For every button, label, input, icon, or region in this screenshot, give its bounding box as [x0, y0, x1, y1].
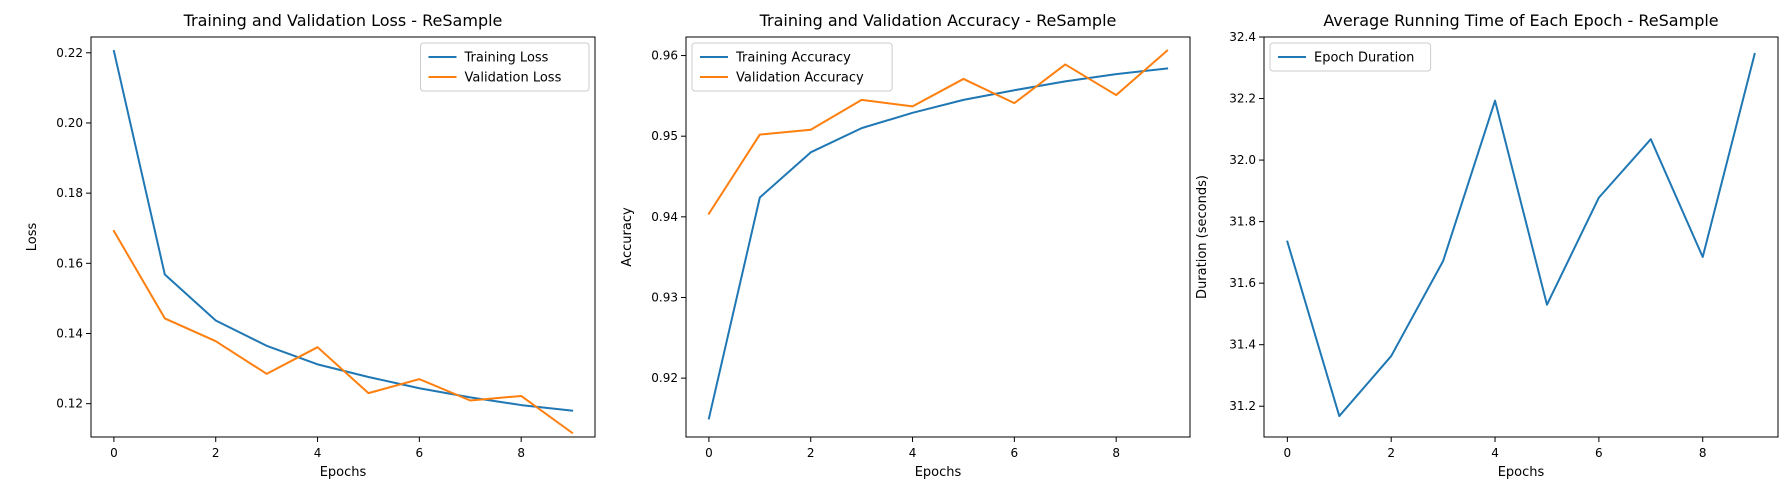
y-tick-label: 0.22	[56, 46, 83, 60]
chart-title: Training and Validation Accuracy - ReSam…	[759, 11, 1117, 30]
x-axis-label: Epochs	[1498, 465, 1545, 480]
y-tick-label: 32.2	[1229, 92, 1256, 106]
x-axis-label: Epochs	[915, 465, 962, 480]
x-tick-label: 2	[212, 446, 220, 460]
chart-panel-2: 0 2 4 6 8 0.92 0.93 0.94 0.95 0.96 Training and Va…	[620, 11, 1191, 480]
legend: Training Loss Validation Loss	[420, 42, 590, 92]
y-axis-label: Accuracy	[620, 207, 635, 267]
y-tick-label: 0.93	[651, 290, 678, 304]
legend-entry: Epoch Duration	[1314, 51, 1414, 66]
legend-box	[691, 42, 893, 92]
chart-title: Training and Validation Loss - ReSample	[183, 11, 503, 30]
legend: Epoch Duration	[1269, 42, 1432, 72]
x-tick-label: 2	[1387, 446, 1395, 460]
y-tick-label: 31.6	[1229, 276, 1256, 290]
chart-panel-1: 0 2 4 6 8 0.12 0.14 0.16 0.18 0.20 0.22 Training an…	[25, 11, 596, 480]
x-tick-label: 6	[416, 446, 424, 460]
y-tick-label: 0.20	[56, 116, 83, 130]
plot-frame	[685, 36, 1191, 438]
x-tick-label: 6	[1595, 446, 1603, 460]
x-tick-label: 0	[110, 446, 118, 460]
y-tick-label: 32.4	[1229, 30, 1256, 44]
series-line-2	[707, 49, 1169, 215]
legend-box	[420, 42, 590, 92]
y-tick-label: 0.95	[651, 129, 678, 143]
series-line-1	[1286, 52, 1756, 418]
x-tick-label: 8	[517, 446, 525, 460]
y-tick-label: 0.12	[56, 397, 83, 411]
y-tick-label: 31.2	[1229, 399, 1256, 413]
y-tick-label: 0.96	[651, 49, 678, 63]
y-tick-label: 0.14	[56, 326, 83, 340]
y-tick-label: 0.16	[56, 256, 83, 270]
x-tick-label: 8	[1112, 446, 1120, 460]
y-tick-label: 31.8	[1229, 215, 1256, 229]
chart-title: Average Running Time of Each Epoch - ReS…	[1323, 11, 1718, 30]
x-tick-label: 0	[705, 446, 713, 460]
series-line-2	[112, 229, 574, 435]
y-tick-label: 0.18	[56, 186, 83, 200]
legend-entry: Validation Loss	[465, 71, 562, 86]
legend-entry: Training Loss	[464, 51, 549, 66]
chart-panel-3: 0 2 4 6 8 31.2 31.4 31.6 31.8 32.0 32.2 32.4 Average…	[1195, 11, 1779, 480]
plot-frame	[1263, 36, 1779, 438]
plot-frame	[90, 36, 596, 438]
x-tick-label: 6	[1011, 446, 1019, 460]
y-tick-label: 31.4	[1229, 338, 1256, 352]
legend-entry: Validation Accuracy	[736, 71, 864, 86]
legend-entry: Training Accuracy	[735, 51, 851, 66]
x-tick-label: 2	[807, 446, 815, 460]
x-axis-label: Epochs	[320, 465, 367, 480]
x-tick-label: 8	[1699, 446, 1707, 460]
y-tick-label: 0.92	[651, 371, 678, 385]
x-tick-label: 4	[909, 446, 917, 460]
series-line-1	[707, 67, 1169, 420]
x-tick-label: 0	[1284, 446, 1292, 460]
y-axis-label: Loss	[25, 223, 40, 252]
y-tick-label: 32.0	[1229, 153, 1256, 167]
legend: Training Accuracy Validation Accuracy	[691, 42, 893, 92]
y-axis-label: Duration (seconds)	[1195, 175, 1210, 299]
x-tick-label: 4	[314, 446, 322, 460]
legend-box	[1269, 42, 1432, 72]
y-tick-label: 0.94	[651, 210, 678, 224]
x-tick-label: 4	[1491, 446, 1499, 460]
